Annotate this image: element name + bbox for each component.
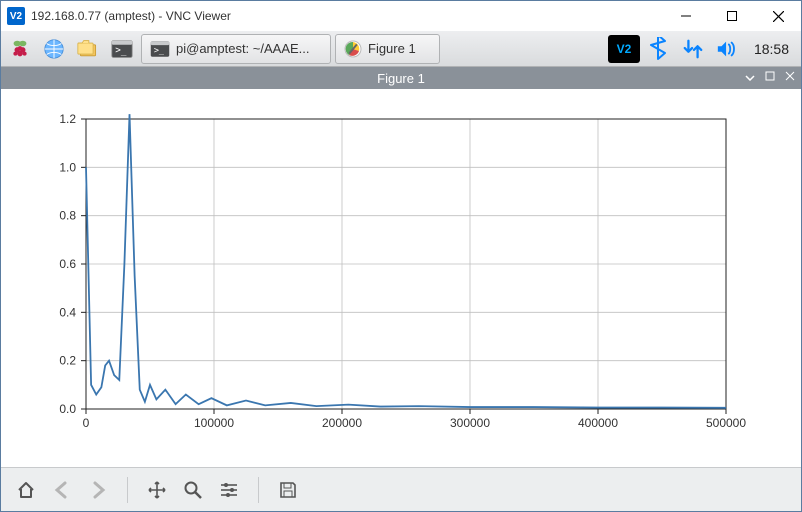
svg-text:1.2: 1.2 xyxy=(59,112,76,126)
svg-text:1.0: 1.0 xyxy=(59,160,76,174)
back-icon[interactable] xyxy=(47,475,77,505)
taskbar-entry-figure-label: Figure 1 xyxy=(368,41,416,56)
svg-text:>_: >_ xyxy=(115,45,127,56)
network-icon[interactable] xyxy=(678,34,708,64)
svg-text:0.0: 0.0 xyxy=(59,402,76,416)
toolbar-separator xyxy=(127,477,128,503)
svg-text:100000: 100000 xyxy=(194,416,234,430)
vnc-app-icon: V2 xyxy=(7,7,25,25)
pan-icon[interactable] xyxy=(142,475,172,505)
svg-text:0.4: 0.4 xyxy=(59,305,76,319)
taskbar-entry-figure[interactable]: Figure 1 xyxy=(335,34,440,64)
vnc-tray-icon[interactable]: V2 xyxy=(608,35,640,63)
svg-text:0.6: 0.6 xyxy=(59,257,76,271)
figure-close-icon[interactable] xyxy=(783,69,797,83)
taskbar-entry-terminal[interactable]: >_ pi@amptest: ~/AAAE... xyxy=(141,34,331,64)
svg-text:300000: 300000 xyxy=(450,416,490,430)
figure-maximize-icon[interactable] xyxy=(763,69,777,83)
bluetooth-icon[interactable] xyxy=(644,34,674,64)
zoom-icon[interactable] xyxy=(178,475,208,505)
forward-icon[interactable] xyxy=(83,475,113,505)
svg-text:0.2: 0.2 xyxy=(59,354,76,368)
raspberry-menu-icon[interactable] xyxy=(5,34,35,64)
file-manager-icon[interactable] xyxy=(73,34,103,64)
svg-text:400000: 400000 xyxy=(578,416,618,430)
svg-text:0: 0 xyxy=(83,416,90,430)
svg-text:0.8: 0.8 xyxy=(59,209,76,223)
figure-minimize-icon[interactable] xyxy=(743,69,757,83)
terminal-icon[interactable]: >_ xyxy=(107,34,137,64)
web-browser-icon[interactable] xyxy=(39,34,69,64)
home-icon[interactable] xyxy=(11,475,41,505)
window-titlebar: V2 192.168.0.77 (amptest) - VNC Viewer xyxy=(1,1,801,31)
save-icon[interactable] xyxy=(273,475,303,505)
figure-title: Figure 1 xyxy=(377,71,425,86)
close-button[interactable] xyxy=(755,1,801,31)
toolbar-separator xyxy=(258,477,259,503)
figure-titlebar[interactable]: Figure 1 xyxy=(1,67,801,89)
maximize-button[interactable] xyxy=(709,1,755,31)
minimize-button[interactable] xyxy=(663,1,709,31)
configure-icon[interactable] xyxy=(214,475,244,505)
taskbar-entry-terminal-label: pi@amptest: ~/AAAE... xyxy=(176,41,310,56)
matplotlib-toolbar xyxy=(1,467,801,511)
svg-text:>_: >_ xyxy=(154,44,165,54)
svg-text:200000: 200000 xyxy=(322,416,362,430)
figure-window: Figure 1 0 100000 200000 300000 400000 500000… xyxy=(1,67,801,511)
clock[interactable]: 18:58 xyxy=(746,34,797,64)
desktop-taskbar: >_ >_ pi@amptest: ~/AAAE... Figure 1 V2 xyxy=(1,31,801,67)
window-title: 192.168.0.77 (amptest) - VNC Viewer xyxy=(31,9,231,23)
plot-canvas[interactable]: 0 100000 200000 300000 400000 500000 0.0 0.2 0.4… xyxy=(1,89,801,467)
volume-icon[interactable] xyxy=(712,34,742,64)
svg-text:500000: 500000 xyxy=(706,416,746,430)
